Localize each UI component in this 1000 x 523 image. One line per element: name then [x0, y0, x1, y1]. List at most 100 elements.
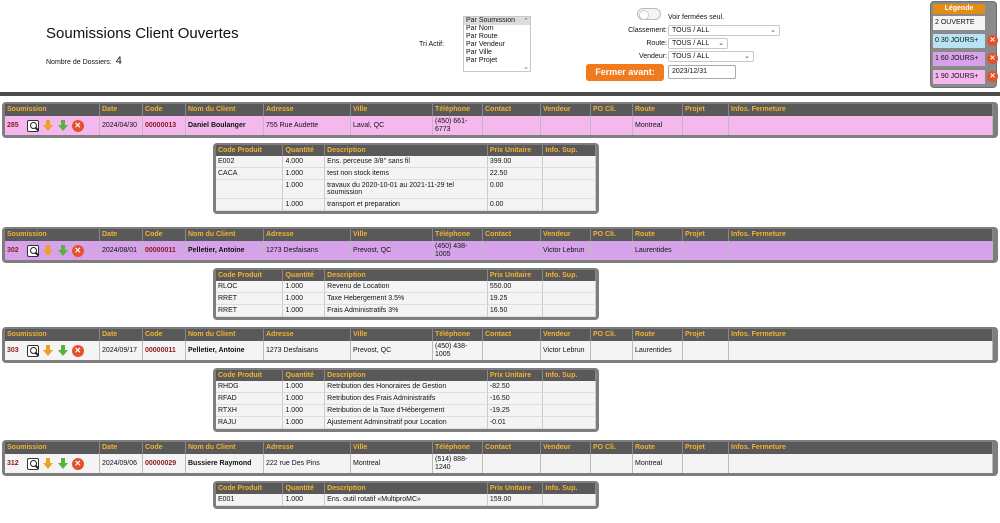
tri-listbox[interactable]: Par Soumission Par Nom Par Route Par Ven… — [463, 16, 531, 72]
quote-header-vendeur: Vendeur — [541, 442, 591, 454]
quote-cell-contact — [483, 341, 541, 360]
tri-option[interactable]: Par Projet — [466, 57, 498, 64]
quote-cell-telephone: (450) 661-6773 — [433, 116, 483, 135]
quote-row[interactable]: 312 ✕ 2024/09/06 00000029 Bussiere Raymond 22… — [5, 454, 995, 473]
quote-header-row: Soumission Date Code Nom du Client Adresse Vi… — [5, 229, 995, 241]
line-header-qty: Quantité — [283, 483, 326, 494]
line-header-info: Info. Sup. — [543, 145, 596, 156]
line-cell-prix: -19.25 — [487, 405, 544, 417]
quote-cell-soumission: 312 ✕ — [5, 454, 100, 473]
quote-cell-route: Laurentides — [633, 241, 683, 260]
download-orange-icon[interactable] — [42, 244, 54, 257]
vendeur-select[interactable]: TOUS / ALL ⌄ — [668, 51, 754, 62]
quote-row[interactable]: 302 ✕ 2024/08/01 00000011 Pelletier, Antoine… — [5, 241, 995, 260]
tri-option[interactable]: Par Soumission — [464, 17, 530, 25]
quote-number[interactable]: 285 — [7, 121, 19, 129]
quote-cell-vendeur: Victor Lebrun — [541, 341, 591, 360]
close-icon[interactable]: ✕ — [987, 35, 998, 46]
quote-cell-route: Montreal — [633, 454, 683, 473]
line-header-info: Info. Sup. — [543, 483, 596, 494]
scroll-up-icon[interactable]: ⌃ — [523, 18, 529, 25]
quote-header-telephone: Téléphone — [433, 229, 483, 241]
line-cell-desc: Ens. outil rotatif «MultiproMC» — [325, 494, 488, 506]
quote-cell-ville: Laval, QC — [351, 116, 433, 135]
scroll-down-icon[interactable]: ⌄ — [523, 64, 529, 71]
route-value: TOUS / ALL — [672, 40, 710, 47]
quote-cell-client: Daniel Boulanger — [186, 116, 264, 135]
view-icon[interactable] — [26, 244, 39, 257]
line-cell-info — [543, 494, 596, 506]
line-item-row: E002 4.000 Ens. perceuse 3/8'' sans fil 399… — [216, 156, 596, 168]
view-icon[interactable] — [26, 344, 39, 357]
legend-row-90: 1 90 JOURS+ ✕ — [933, 70, 998, 86]
quote-number[interactable]: 312 — [7, 459, 19, 467]
tri-option[interactable]: Par Nom — [466, 25, 494, 32]
download-green-icon[interactable] — [57, 244, 69, 257]
line-cell-code: RAJU — [216, 417, 284, 429]
view-icon[interactable] — [26, 119, 39, 132]
download-green-icon[interactable] — [57, 457, 69, 470]
page-title: Soumissions Client Ouvertes — [46, 25, 239, 42]
dossier-count-value: 4 — [115, 55, 122, 67]
tri-option[interactable]: Par Vendeur — [466, 41, 505, 48]
route-select[interactable]: TOUS / ALL ⌄ — [668, 38, 728, 49]
dossier-count-label: Nombre de Dossiers: — [46, 59, 112, 66]
quote-cell-route: Laurentides — [633, 341, 683, 360]
quote-header-contact: Contact — [483, 229, 541, 241]
close-icon[interactable]: ✕ — [987, 71, 998, 82]
line-header-row: Code Produit Quantité Description Prix Unit… — [216, 270, 596, 281]
legend-row-text: 0 30 JOURS+ — [933, 34, 985, 48]
quote-header-date: Date — [100, 442, 143, 454]
fermer-avant-date-input[interactable]: 2023/12/31 — [668, 65, 736, 79]
line-cell-info — [543, 293, 596, 305]
line-cell-info — [543, 305, 596, 317]
line-cell-info — [543, 199, 596, 211]
line-header-desc: Description — [325, 370, 488, 381]
line-cell-prix: 19.25 — [487, 293, 544, 305]
quote-row[interactable]: 303 ✕ 2024/09/17 00000011 Pelletier, Antoine… — [5, 341, 995, 360]
line-cell-desc: Frais Administratifs 3% — [325, 305, 488, 317]
close-icon[interactable]: ✕ — [987, 53, 998, 64]
delete-icon[interactable]: ✕ — [71, 119, 84, 132]
delete-icon[interactable]: ✕ — [71, 244, 84, 257]
tri-option[interactable]: Par Ville — [466, 49, 492, 56]
classement-select[interactable]: TOUS / ALL ⌄ — [668, 25, 780, 36]
quote-row[interactable]: 285 ✕ 2024/04/30 00000013 Daniel Boulanger 75… — [5, 116, 995, 135]
line-cell-info — [543, 393, 596, 405]
quote-cell-adresse: 1273 Desfaisans — [264, 341, 351, 360]
line-header-qty: Quantité — [283, 370, 326, 381]
download-green-icon[interactable] — [57, 119, 69, 132]
line-cell-info — [543, 381, 596, 393]
quote-cell-vendeur: Victor Lebrun — [541, 241, 591, 260]
quote-cell-ville: Montreal — [351, 454, 433, 473]
quote-header-infos: Infos. Fermeture — [729, 104, 993, 116]
line-header-prix: Prix Unitaire — [487, 483, 544, 494]
quote-cell-date: 2024/04/30 — [100, 116, 143, 135]
line-cell-qty: 1.000 — [283, 180, 326, 199]
line-cell-info — [543, 281, 596, 293]
quote-header-route: Route — [633, 329, 683, 341]
line-header-desc: Description — [325, 270, 488, 281]
download-orange-icon[interactable] — [42, 119, 54, 132]
view-icon[interactable] — [26, 457, 39, 470]
quote-header-contact: Contact — [483, 104, 541, 116]
line-cell-code: E002 — [216, 156, 284, 168]
download-orange-icon[interactable] — [42, 457, 54, 470]
line-cell-desc: travaux du 2020-10-01 au 2021-11-29 tel … — [325, 180, 488, 199]
download-green-icon[interactable] — [57, 344, 69, 357]
quote-number[interactable]: 302 — [7, 246, 19, 254]
line-cell-code: RRET — [216, 305, 284, 317]
download-orange-icon[interactable] — [42, 344, 54, 357]
quote-number[interactable]: 303 — [7, 346, 19, 354]
delete-icon[interactable]: ✕ — [71, 457, 84, 470]
line-items-table: Code Produit Quantité Description Prix Unit… — [213, 143, 599, 214]
line-header-desc: Description — [325, 145, 488, 156]
voir-fermees-toggle[interactable] — [637, 8, 661, 20]
line-header-code: Code Produit — [216, 270, 284, 281]
tri-option[interactable]: Par Route — [466, 33, 498, 40]
delete-icon[interactable]: ✕ — [71, 344, 84, 357]
fermer-avant-button[interactable]: Fermer avant: — [586, 64, 664, 81]
quote-cell-adresse: 755 Rue Audette — [264, 116, 351, 135]
quote-header-infos: Infos. Fermeture — [729, 329, 993, 341]
line-cell-prix: -82.50 — [487, 381, 544, 393]
